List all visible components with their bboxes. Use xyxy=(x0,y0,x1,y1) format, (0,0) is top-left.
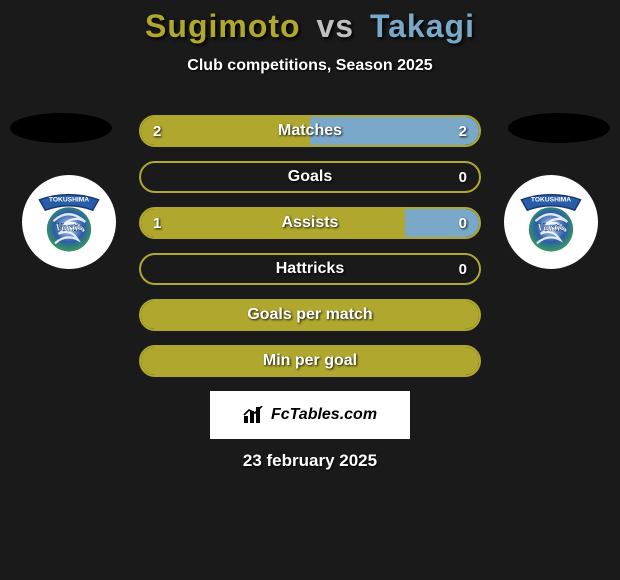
page-title: Sugimoto vs Takagi xyxy=(0,8,620,45)
subtitle: Club competitions, Season 2025 xyxy=(0,57,620,75)
stat-row: Matches22 xyxy=(139,115,481,147)
stat-fill-left xyxy=(141,117,310,145)
stat-fill-left xyxy=(141,301,479,329)
stat-value-left: 2 xyxy=(153,117,161,145)
player1-club-avatar: TOKUSHIMA Vortis xyxy=(22,175,116,269)
stat-row: Assists10 xyxy=(139,207,481,239)
avatar-shadow-left xyxy=(10,113,112,143)
player2-club-avatar: TOKUSHIMA Vortis xyxy=(504,175,598,269)
comparison-card: Sugimoto vs Takagi Club competitions, Se… xyxy=(0,0,620,471)
stats-section: TOKUSHIMA Vortis TOKUSHIMA Vortis xyxy=(0,115,620,377)
club-badge-icon: TOKUSHIMA Vortis xyxy=(514,185,588,259)
svg-text:TOKUSHIMA: TOKUSHIMA xyxy=(49,196,89,203)
svg-text:Vortis: Vortis xyxy=(55,220,84,234)
stat-fill-empty xyxy=(141,163,479,191)
stat-fill-empty xyxy=(141,255,479,283)
stat-value-right: 0 xyxy=(459,255,467,283)
stat-row: Hattricks0 xyxy=(139,253,481,285)
vs-text: vs xyxy=(316,8,354,44)
stat-value-right: 2 xyxy=(459,117,467,145)
stat-value-left: 1 xyxy=(153,209,161,237)
date: 23 february 2025 xyxy=(0,451,620,471)
club-badge-icon: TOKUSHIMA Vortis xyxy=(32,185,106,259)
stat-fill-right xyxy=(310,117,479,145)
player1-name: Sugimoto xyxy=(145,8,301,44)
player2-name: Takagi xyxy=(370,8,475,44)
stat-rows: Matches22Goals0Assists10Hattricks0Goals … xyxy=(139,115,481,377)
attribution-text: FcTables.com xyxy=(271,406,377,424)
stat-fill-left xyxy=(141,209,405,237)
chart-icon xyxy=(243,406,265,424)
stat-value-right: 0 xyxy=(459,209,467,237)
stat-fill-right xyxy=(405,209,479,237)
avatar-shadow-right xyxy=(508,113,610,143)
svg-text:TOKUSHIMA: TOKUSHIMA xyxy=(531,196,571,203)
stat-row: Min per goal xyxy=(139,345,481,377)
stat-value-right: 0 xyxy=(459,163,467,191)
svg-text:Vortis: Vortis xyxy=(537,220,566,234)
attribution-badge: FcTables.com xyxy=(210,391,410,439)
stat-fill-left xyxy=(141,347,479,375)
stat-row: Goals per match xyxy=(139,299,481,331)
stat-row: Goals0 xyxy=(139,161,481,193)
